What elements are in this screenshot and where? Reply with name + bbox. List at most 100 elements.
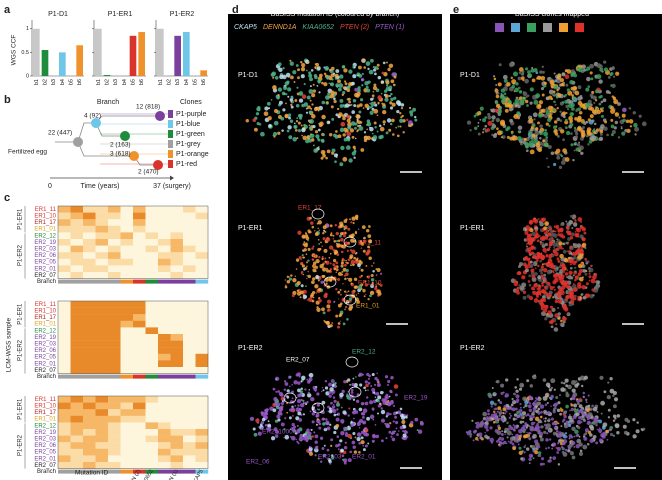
tissue-dot <box>306 429 310 433</box>
tissue-dot <box>557 93 561 97</box>
tissue-dot <box>337 326 340 329</box>
tissue-dot <box>323 389 325 391</box>
tissue-dot <box>372 94 375 97</box>
tissue-dot <box>377 268 381 272</box>
tissue-dot <box>559 233 563 237</box>
heatmap-cell <box>108 213 121 220</box>
tissue-dot <box>364 295 366 297</box>
tissue-dot <box>530 228 534 232</box>
tissue-dot <box>333 238 335 240</box>
tissue-dot <box>610 433 613 436</box>
heatmap-cell <box>83 409 96 416</box>
tissue-dot <box>512 446 516 450</box>
tissue-dot <box>509 417 511 419</box>
tissue-dot <box>511 77 513 79</box>
tissue-dot <box>498 399 501 402</box>
tissue-dot <box>518 130 520 132</box>
heatmap-cell <box>58 347 71 354</box>
clone-label: P1-red <box>176 161 197 168</box>
row-label: ER2_06 <box>34 253 56 259</box>
sample-label: P1-D1 <box>238 72 258 79</box>
heatmap-cell <box>108 416 121 423</box>
heatmap-cell <box>96 226 109 233</box>
tissue-dot <box>476 425 480 429</box>
tissue-dot <box>524 231 528 235</box>
tissue-dot <box>555 292 557 294</box>
heatmap-cell <box>108 341 121 348</box>
tissue-dot <box>577 410 581 414</box>
tissue-dot <box>559 166 562 169</box>
tissue-dot <box>569 438 571 440</box>
heatmap-cell <box>133 301 146 308</box>
tissue-dot <box>586 401 588 403</box>
heatmap-cell <box>196 219 209 226</box>
tissue-dot <box>314 230 316 232</box>
tissue-dot <box>504 434 505 435</box>
heatmap-cell <box>121 226 134 233</box>
tissue-dot <box>584 376 588 380</box>
tissue-dot <box>586 135 588 137</box>
tissue-dot <box>343 259 345 261</box>
tissue-dot <box>498 82 502 86</box>
tissue-dot <box>298 122 301 125</box>
heatmap-cell <box>108 252 121 259</box>
heatmap-cell <box>121 321 134 328</box>
tissue-dot <box>372 440 375 443</box>
tissue-dot <box>627 420 631 424</box>
tissue-dot <box>342 117 346 121</box>
tissue-dot <box>538 419 542 423</box>
tissue-dot <box>573 96 576 99</box>
tissue-dot <box>300 61 302 63</box>
tissue-dot <box>560 407 562 409</box>
heatmap-cell <box>146 334 159 341</box>
tissue-dot <box>332 405 335 408</box>
heatmap-cell <box>96 422 109 429</box>
tissue-dot <box>558 299 562 303</box>
tissue-dot <box>565 295 569 299</box>
tissue-dot <box>583 434 585 436</box>
heatmap-cell <box>196 396 209 403</box>
tissue-dot <box>324 261 326 263</box>
y-tick-label: 0 <box>26 73 29 79</box>
tissue-dot <box>509 119 513 123</box>
tissue-dot <box>577 67 580 70</box>
heatmap-cell <box>121 213 134 220</box>
heatmap-cell <box>146 360 159 367</box>
heatmap-cell <box>196 206 209 213</box>
tissue-dot <box>479 436 482 439</box>
branch-cell <box>183 470 196 474</box>
tissue-dot <box>575 142 577 144</box>
tissue-dot <box>562 138 565 141</box>
row-label: ER1_01 <box>34 227 56 233</box>
tissue-dot <box>522 421 524 423</box>
tissue-dot <box>390 413 392 415</box>
heatmap-cell <box>133 416 146 423</box>
row-label: ER2_19 <box>34 335 56 341</box>
tissue-dot <box>342 454 345 457</box>
heatmap-cell <box>96 206 109 213</box>
tissue-dot <box>329 410 333 414</box>
tissue-dot <box>326 76 330 80</box>
heatmap-cell <box>196 422 209 429</box>
group-label: P1-ER2 <box>18 339 24 361</box>
tissue-dot <box>364 81 369 86</box>
tissue-dot <box>319 248 321 250</box>
heatmap-cell <box>133 321 146 328</box>
tissue-dot <box>338 322 341 325</box>
tissue-dot <box>381 419 385 423</box>
tissue-dot <box>346 145 351 150</box>
chart-title: P1-ER1 <box>108 11 133 18</box>
tissue-dot <box>340 225 341 226</box>
tissue-dot <box>569 233 572 236</box>
tissue-dot <box>367 234 371 238</box>
tissue-dot <box>302 254 304 256</box>
tissue-dot <box>355 376 357 378</box>
tissue-dot <box>358 293 359 294</box>
tissue-dot <box>302 264 305 267</box>
tissue-dot <box>562 101 565 104</box>
tissue-dot <box>384 98 388 102</box>
tissue-dot <box>573 287 578 292</box>
tissue-dot <box>507 436 509 438</box>
tissue-dot <box>393 84 396 87</box>
tissue-dot <box>347 278 348 279</box>
